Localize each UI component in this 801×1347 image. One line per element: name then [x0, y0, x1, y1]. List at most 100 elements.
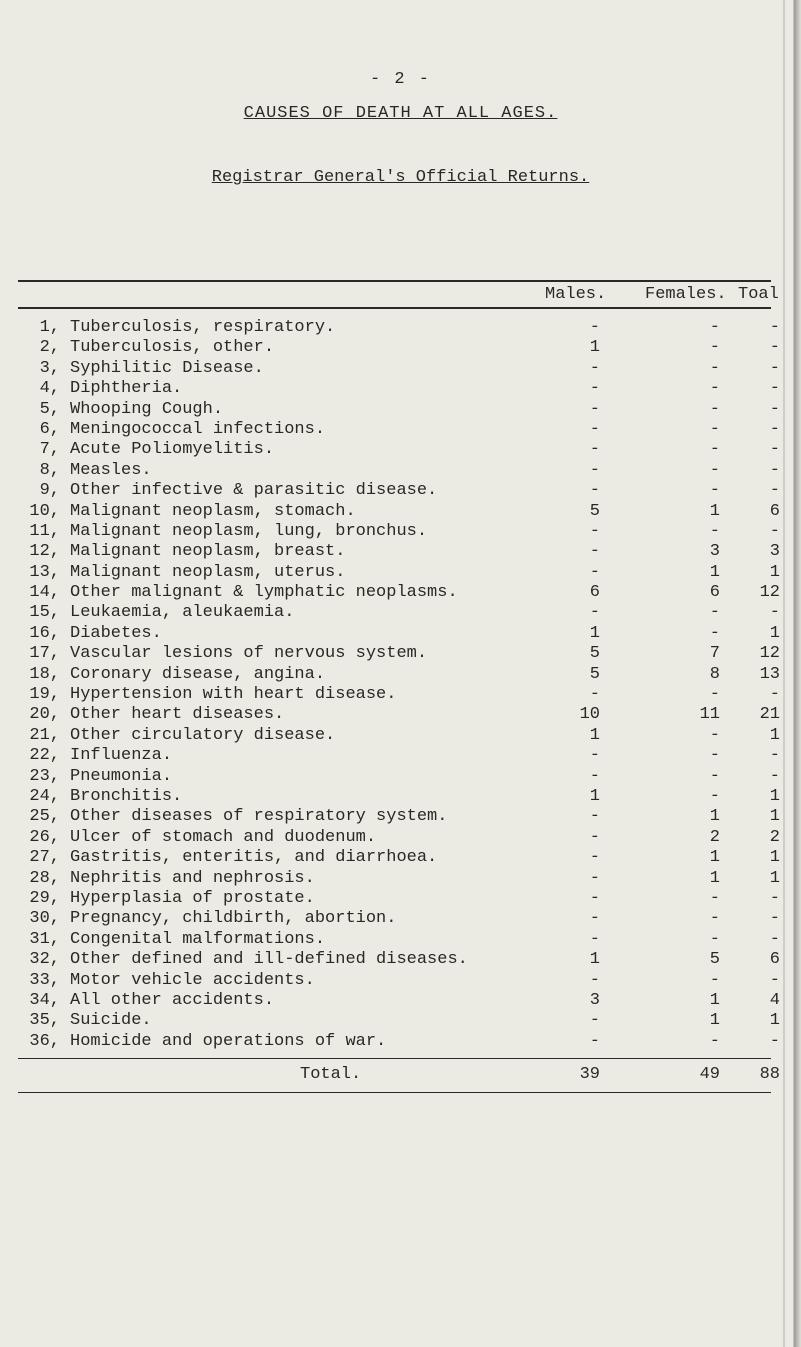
row-description: Tuberculosis, respiratory.: [70, 318, 510, 338]
row-number: 11,: [20, 522, 60, 542]
row-description: Other heart diseases.: [70, 705, 510, 725]
total-row: Total. 39 49 88: [0, 1065, 801, 1089]
row-number: 16,: [20, 624, 60, 644]
rule-below-header: [18, 307, 771, 309]
cell-females: -: [660, 971, 720, 991]
total-females: 49: [660, 1065, 720, 1085]
cell-males: -: [540, 420, 600, 440]
row-description: Ulcer of stomach and duodenum.: [70, 828, 510, 848]
cell-females: -: [660, 379, 720, 399]
row-description: Coronary disease, angina.: [70, 665, 510, 685]
page-number: - 2 -: [0, 70, 801, 90]
cell-females: -: [660, 481, 720, 501]
cell-females: -: [660, 767, 720, 787]
cell-total: -: [740, 481, 780, 501]
table-row: 26,Ulcer of stomach and duodenum.-22: [0, 828, 801, 848]
table-row: 19,Hypertension with heart disease.---: [0, 685, 801, 705]
cell-females: 1: [660, 991, 720, 1011]
cell-males: -: [540, 848, 600, 868]
table-row: 33,Motor vehicle accidents.---: [0, 971, 801, 991]
cell-males: -: [540, 400, 600, 420]
cell-females: -: [660, 461, 720, 481]
cell-males: -: [540, 359, 600, 379]
table-row: 31,Congenital malformations.---: [0, 930, 801, 950]
table-row: 18,Coronary disease, angina.5813: [0, 665, 801, 685]
row-description: Meningococcal infections.: [70, 420, 510, 440]
cell-females: 1: [660, 563, 720, 583]
row-number: 2,: [20, 338, 60, 358]
row-number: 15,: [20, 603, 60, 623]
cell-males: -: [540, 746, 600, 766]
row-number: 21,: [20, 726, 60, 746]
row-description: Malignant neoplasm, lung, bronchus.: [70, 522, 510, 542]
cell-males: -: [540, 828, 600, 848]
cell-total: -: [740, 971, 780, 991]
cell-females: 11: [660, 705, 720, 725]
row-number: 14,: [20, 583, 60, 603]
row-number: 27,: [20, 848, 60, 868]
cell-females: -: [660, 338, 720, 358]
cell-total: 21: [740, 705, 780, 725]
table-row: 13,Malignant neoplasm, uterus.-11: [0, 563, 801, 583]
document-title: CAUSES OF DEATH AT ALL AGES.: [0, 104, 801, 124]
cell-total: 12: [740, 644, 780, 664]
rule-before-total: [18, 1058, 771, 1059]
row-description: Suicide.: [70, 1011, 510, 1031]
cell-total: -: [740, 1032, 780, 1052]
cell-males: 5: [540, 665, 600, 685]
cell-females: 1: [660, 807, 720, 827]
cell-females: 3: [660, 542, 720, 562]
cell-males: -: [540, 767, 600, 787]
row-number: 7,: [20, 440, 60, 460]
row-number: 34,: [20, 991, 60, 1011]
row-number: 24,: [20, 787, 60, 807]
row-description: Congenital malformations.: [70, 930, 510, 950]
cell-females: -: [660, 787, 720, 807]
table-row: 24,Bronchitis.1-1: [0, 787, 801, 807]
cell-total: -: [740, 338, 780, 358]
cell-females: -: [660, 746, 720, 766]
table-row: 3,Syphilitic Disease.---: [0, 359, 801, 379]
cell-total: 13: [740, 665, 780, 685]
cell-females: 8: [660, 665, 720, 685]
cell-males: 1: [540, 726, 600, 746]
table-row: 8,Measles.---: [0, 461, 801, 481]
rule-above-header: [18, 280, 771, 282]
row-description: Gastritis, enteritis, and diarrhoea.: [70, 848, 510, 868]
cell-females: 7: [660, 644, 720, 664]
row-number: 6,: [20, 420, 60, 440]
column-header-females: Females.: [645, 285, 727, 305]
cell-males: -: [540, 542, 600, 562]
cell-males: -: [540, 563, 600, 583]
row-number: 9,: [20, 481, 60, 501]
row-description: Other circulatory disease.: [70, 726, 510, 746]
column-header-males: Males.: [545, 285, 606, 305]
cell-total: 1: [740, 624, 780, 644]
row-description: Syphilitic Disease.: [70, 359, 510, 379]
table-row: 7,Acute Poliomyelitis.---: [0, 440, 801, 460]
table-row: 34,All other accidents.314: [0, 991, 801, 1011]
cell-males: 6: [540, 583, 600, 603]
table-row: 23,Pneumonia.---: [0, 767, 801, 787]
cell-males: 5: [540, 502, 600, 522]
cell-females: -: [660, 318, 720, 338]
cell-females: -: [660, 440, 720, 460]
cell-total: -: [740, 379, 780, 399]
row-number: 17,: [20, 644, 60, 664]
row-number: 8,: [20, 461, 60, 481]
row-number: 1,: [20, 318, 60, 338]
table-row: 6,Meningococcal infections.---: [0, 420, 801, 440]
cell-males: -: [540, 930, 600, 950]
table-row: 20,Other heart diseases.101121: [0, 705, 801, 725]
cell-females: -: [660, 930, 720, 950]
cell-males: -: [540, 461, 600, 481]
cell-females: -: [660, 909, 720, 929]
row-number: 19,: [20, 685, 60, 705]
cell-females: -: [660, 420, 720, 440]
row-number: 5,: [20, 400, 60, 420]
column-header-total: Toal: [738, 285, 779, 305]
cell-males: -: [540, 1011, 600, 1031]
cell-females: -: [660, 603, 720, 623]
table-row: 30,Pregnancy, childbirth, abortion.---: [0, 909, 801, 929]
cell-females: 1: [660, 869, 720, 889]
